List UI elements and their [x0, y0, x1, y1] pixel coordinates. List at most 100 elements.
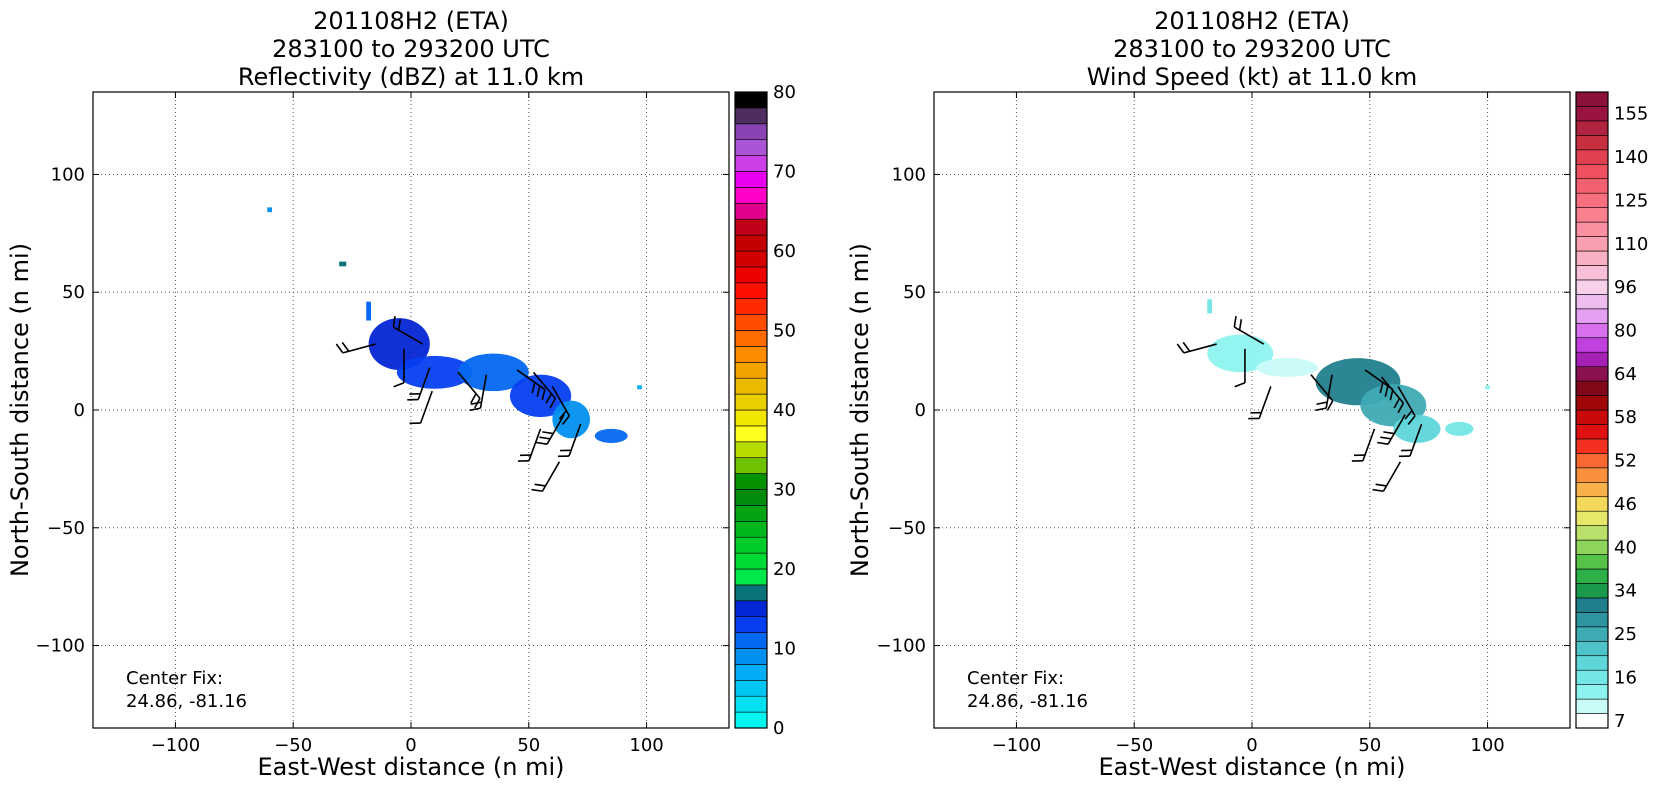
colorbar-bin: [1575, 366, 1609, 382]
wind-barb: [1233, 316, 1265, 345]
barb-staff: [1310, 374, 1334, 402]
wind-barb: [393, 348, 405, 388]
barb-feather: [1176, 343, 1185, 354]
chart-title-line: 283100 to 293200 UTC: [272, 35, 550, 63]
colorbar-bin: [1575, 583, 1609, 599]
barb-feather: [397, 319, 402, 331]
storm-blob: [1256, 358, 1318, 378]
wind-barb: [536, 414, 565, 445]
x-tick-label: 0: [405, 735, 416, 756]
barb-feather: [1238, 319, 1243, 331]
wind-barb: [1377, 414, 1406, 445]
x-tick-label: 100: [629, 735, 663, 756]
storm-blob: [1393, 414, 1441, 443]
wind-barb: [1351, 428, 1376, 462]
barb-feather: [1234, 382, 1246, 388]
colorbar-bin: [1575, 510, 1609, 526]
colorbar-bin: [734, 473, 768, 490]
colorbar-bin: [734, 711, 768, 729]
colorbar-bin: [1575, 525, 1609, 541]
storm-field: [1176, 299, 1490, 493]
x-axis-label: East-West distance (n mi): [257, 753, 564, 781]
colorbar-bin: [1575, 178, 1609, 194]
wind-barb: [517, 428, 542, 462]
barb-feather: [1233, 316, 1237, 328]
colorbar-bin: [1575, 409, 1609, 425]
storm-blob: [458, 353, 529, 392]
colorbar-bin: [734, 107, 768, 125]
wind-barb: [469, 374, 488, 412]
colorbar-bin: [734, 282, 768, 299]
barb-feather: [536, 441, 548, 445]
colorbar-bin: [1575, 698, 1609, 714]
colorbar-bin: [734, 203, 768, 220]
colorbar-bin: [734, 377, 768, 395]
wind-barb: [516, 369, 546, 401]
colorbar-bin: [734, 425, 768, 443]
barb-feather: [1379, 382, 1384, 394]
x-tick-label: −100: [992, 735, 1041, 756]
chart-title-line: Wind Speed (kt) at 11.0 km: [1087, 63, 1418, 91]
barb-feather: [545, 393, 553, 404]
colorbar-bin: [1575, 395, 1609, 411]
barb-feather: [1397, 402, 1405, 414]
colorbar-bin: [734, 218, 768, 236]
colorbar-tick-label: 58: [1614, 407, 1637, 428]
wind-barb: [409, 390, 433, 425]
colorbar-bin: [1575, 640, 1609, 657]
wind-barb: [1234, 348, 1246, 388]
wind-barb: [407, 367, 431, 401]
colorbar-frame: [734, 91, 768, 729]
colorbar-tick-label: 40: [1614, 537, 1637, 558]
y-axis-label: North-South distance (n mi): [6, 243, 34, 577]
colorbar-tick-label: 52: [1614, 451, 1637, 472]
colorbar-bin: [734, 393, 768, 411]
colorbar-bin: [734, 346, 768, 363]
colorbar-bin: [734, 441, 768, 458]
y-tick-label: 100: [892, 164, 926, 185]
colorbar-tick-label: 64: [1614, 364, 1637, 385]
storm-blob: [594, 428, 628, 443]
colorbar-tick-label: 70: [773, 162, 796, 183]
chart-title-line: Reflectivity (dBZ) at 11.0 km: [238, 63, 584, 91]
colorbar-bin: [1575, 597, 1609, 613]
storm-pixel: [339, 261, 347, 267]
x-tick-label: 100: [1470, 735, 1504, 756]
colorbar-bin: [734, 298, 768, 315]
barb-feather: [1393, 397, 1401, 409]
barb-feather: [1315, 407, 1327, 412]
colorbar-tick-label: 50: [773, 321, 796, 342]
wind-barb: [1176, 341, 1217, 354]
storm-pixel: [366, 301, 371, 321]
y-tick-label: −50: [47, 518, 85, 539]
colorbar-tick-label: 0: [773, 718, 784, 739]
storm-blob: [1445, 421, 1474, 436]
barb-feather: [1380, 436, 1392, 440]
barb-feather: [541, 389, 546, 401]
barb-feather: [1407, 415, 1416, 425]
wind-barb: [392, 316, 424, 345]
storm-pixel: [637, 385, 642, 390]
colorbar-bin: [1575, 337, 1609, 353]
colorbar-bin: [1575, 207, 1609, 223]
barb-feather: [539, 436, 551, 440]
x-tick-label: 0: [1246, 735, 1257, 756]
colorbar-bin: [734, 695, 768, 713]
y-tick-label: −100: [877, 636, 926, 657]
x-axis-label: East-West distance (n mi): [1098, 753, 1405, 781]
x-tick-label: −50: [1115, 735, 1153, 756]
colorbar-bin: [1575, 568, 1609, 584]
barb-feather: [470, 393, 477, 404]
colorbar-tick-label: 10: [773, 639, 796, 660]
colorbar-bin: [734, 250, 768, 268]
colorbar-bin: [734, 457, 768, 474]
colorbar-bin: [1575, 539, 1609, 555]
colorbar-bin: [734, 330, 768, 347]
wind-barb: [1310, 374, 1334, 411]
colorbar-tick-label: 60: [773, 241, 796, 262]
barb-feather: [393, 382, 405, 388]
colorbar-bin: [1575, 380, 1609, 396]
wind-barb: [1398, 423, 1423, 458]
storm-pixel: [1207, 299, 1212, 314]
colorbar-bin: [1575, 91, 1609, 107]
